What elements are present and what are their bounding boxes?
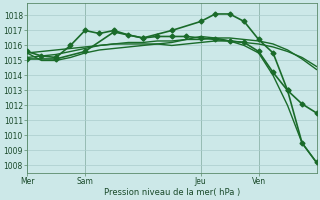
- X-axis label: Pression niveau de la mer( hPa ): Pression niveau de la mer( hPa ): [104, 188, 240, 197]
